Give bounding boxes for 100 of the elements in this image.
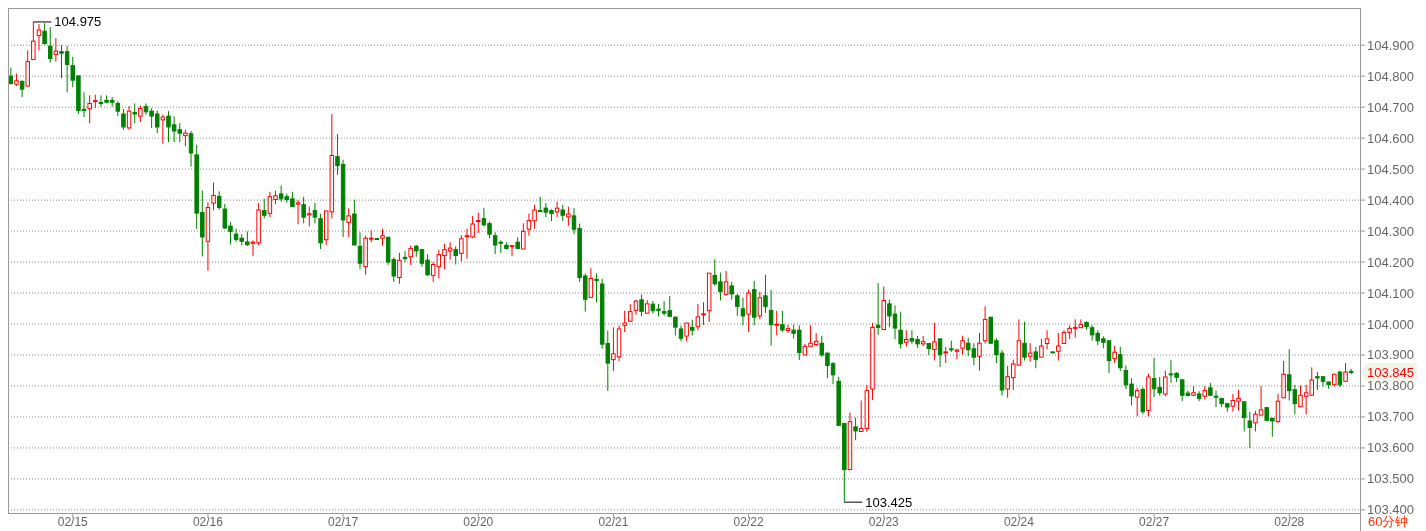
candlestick: [768, 289, 774, 347]
candlestick: [160, 114, 166, 145]
candlestick: [357, 231, 363, 270]
candlestick: [1033, 346, 1039, 369]
candlestick: [1056, 332, 1061, 362]
candlestick: [476, 211, 481, 234]
candlestick: [757, 291, 763, 320]
y-tick-label: 103.500: [1367, 471, 1414, 487]
y-tick-label: 104.500: [1367, 161, 1414, 177]
x-tick-label: 02/16: [192, 515, 224, 529]
candlestick: [36, 23, 42, 51]
candlestick: [960, 335, 965, 356]
candlestick: [954, 348, 960, 360]
y-tick-label: 104.700: [1367, 99, 1414, 115]
candlestick: [1343, 362, 1348, 382]
candlestick: [1027, 342, 1033, 363]
y-tick-label: 103.900: [1367, 347, 1414, 363]
candlestick: [453, 245, 458, 266]
candlestick: [1118, 346, 1123, 372]
candlestick: [1163, 369, 1168, 397]
candlestick: [977, 332, 982, 371]
candlestick: [740, 297, 746, 326]
candlestick: [47, 26, 53, 64]
candlestick: [1140, 387, 1146, 415]
candlestick: [594, 273, 599, 303]
x-tick-label: 02/17: [328, 515, 359, 529]
candlestick: [312, 202, 318, 224]
y-tick-label: 103.800: [1367, 378, 1414, 394]
candlestick: [1039, 338, 1044, 358]
candlestick: [459, 234, 464, 262]
x-tick-label: 02/21: [598, 515, 629, 529]
y-tick-label: 104.200: [1367, 254, 1414, 270]
candlestick: [735, 293, 740, 317]
candlestick: [31, 21, 36, 60]
x-tick-label: 02/15: [57, 515, 89, 529]
candlestick: [898, 311, 903, 349]
candlestick: [774, 310, 779, 336]
y-tick-label: 104.800: [1367, 68, 1414, 84]
candlestick: [785, 324, 791, 334]
candlestick: [295, 199, 301, 225]
candlestick: [1241, 401, 1247, 433]
candlestick: [639, 294, 644, 317]
text: 60分钟: [1368, 514, 1409, 529]
candlestick: [763, 274, 768, 314]
candlestick: [126, 105, 132, 131]
candlestick: [875, 282, 881, 336]
candlestick: [262, 198, 267, 219]
x-tick-label: 02/20: [463, 515, 494, 529]
candlestick: [673, 315, 678, 336]
candlestick: [216, 190, 222, 211]
annotation: 104.975: [54, 14, 102, 30]
candlestick: [622, 310, 627, 333]
candlestick: [723, 270, 729, 297]
candlestick: [853, 417, 858, 441]
candlestick: [53, 37, 59, 63]
candlestick: [346, 207, 351, 238]
y-tick-label: 103.700: [1367, 409, 1414, 425]
candlestick: [1134, 387, 1140, 417]
candlestick: [695, 303, 701, 331]
candlestick: [746, 289, 751, 333]
y-tick-label: 104.000: [1367, 316, 1414, 332]
candlestick: [521, 222, 526, 250]
candlestick: [408, 245, 413, 266]
candlestick: [554, 201, 560, 218]
text: 103.845: [1367, 364, 1414, 380]
candlestick: [937, 338, 943, 368]
candlestick: [397, 252, 402, 285]
x-tick-label: 02/27: [1139, 515, 1170, 529]
candlestick: [982, 305, 988, 345]
candlestick: [87, 94, 92, 124]
x-tick-label: 02/22: [733, 515, 764, 529]
candlestick: [780, 310, 785, 333]
x-tick-label: 02/28: [1274, 515, 1305, 529]
y-tick-label: 104.900: [1367, 37, 1414, 53]
candlestick: [1022, 321, 1027, 362]
y-tick-label: 104.400: [1367, 192, 1414, 208]
y-tick-label: 104.600: [1367, 130, 1414, 146]
candlestick: [188, 130, 194, 168]
annotation: 103.425: [865, 494, 913, 510]
candlestick: [701, 301, 706, 326]
y-tick-label: 104.100: [1367, 285, 1414, 301]
candlestick: [566, 206, 571, 227]
y-tick-label: 103.600: [1367, 440, 1414, 456]
candlestick: [1044, 329, 1050, 350]
x-tick-label: 02/24: [1003, 515, 1035, 529]
candlestick: [1281, 360, 1286, 399]
candlestick: [121, 108, 126, 131]
candlestick: [932, 322, 937, 361]
candlestick: [19, 79, 25, 98]
candlestick: [684, 322, 689, 342]
x-tick-label: 02/23: [868, 515, 900, 529]
candlestick: [509, 245, 515, 257]
y-tick-label: 104.300: [1367, 223, 1414, 239]
candlestick: [1247, 411, 1253, 449]
candlestick: [301, 196, 306, 224]
candlestick: [307, 206, 312, 227]
candlestick: [42, 22, 47, 46]
candlestick: [211, 181, 216, 211]
candlestick: [1213, 390, 1219, 408]
candlestick: [588, 267, 594, 298]
